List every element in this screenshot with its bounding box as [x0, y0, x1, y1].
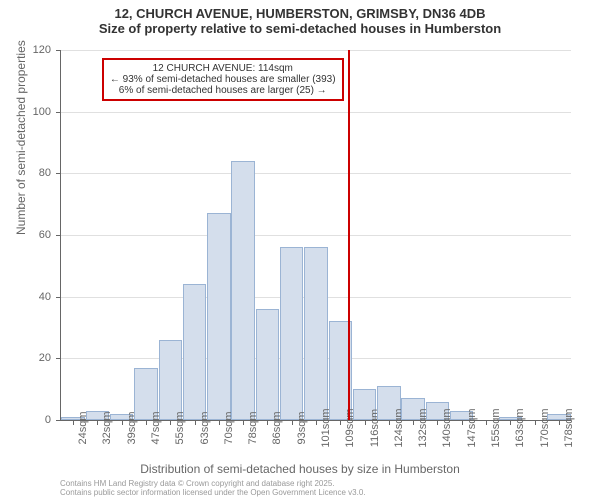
title-line2: Size of property relative to semi-detach…	[0, 21, 600, 36]
histogram-bar	[183, 284, 206, 420]
y-tick-label: 60	[39, 229, 51, 241]
marker-line	[348, 50, 350, 420]
histogram-bar	[280, 247, 303, 420]
x-axis-label: Distribution of semi-detached houses by …	[0, 462, 600, 476]
title-line1: 12, CHURCH AVENUE, HUMBERSTON, GRIMSBY, …	[0, 6, 600, 21]
histogram-bar	[207, 213, 230, 420]
y-tick-label: 20	[39, 352, 51, 364]
histogram-bar	[159, 340, 182, 420]
callout-line3: 6% of semi-detached houses are larger (2…	[110, 85, 336, 96]
x-tick-label: 178sqm	[563, 408, 575, 447]
plot: 02040608010012024sqm32sqm39sqm47sqm55sqm…	[60, 50, 571, 421]
y-tick-label: 40	[39, 291, 51, 303]
histogram-bar	[256, 309, 279, 420]
x-tick-label: 163sqm	[514, 408, 526, 447]
histogram-bar	[231, 161, 254, 420]
y-tick-label: 120	[33, 44, 51, 56]
histogram-bar	[304, 247, 327, 420]
x-tick-label: 147sqm	[466, 408, 478, 447]
x-tick-label: 155sqm	[490, 408, 502, 447]
y-tick-label: 80	[39, 167, 51, 179]
footer-line2: Contains public sector information licen…	[60, 489, 366, 498]
callout-line1: 12 CHURCH AVENUE: 114sqm	[110, 63, 336, 74]
callout-box: 12 CHURCH AVENUE: 114sqm← 93% of semi-de…	[102, 58, 344, 101]
y-tick-label: 100	[33, 106, 51, 118]
y-axis-label: Number of semi-detached properties	[14, 40, 28, 235]
chart-area: 02040608010012024sqm32sqm39sqm47sqm55sqm…	[60, 50, 570, 420]
y-tick-label: 0	[45, 414, 51, 426]
footer: Contains HM Land Registry data © Crown c…	[60, 480, 366, 498]
callout-line2: ← 93% of semi-detached houses are smalle…	[110, 74, 336, 85]
